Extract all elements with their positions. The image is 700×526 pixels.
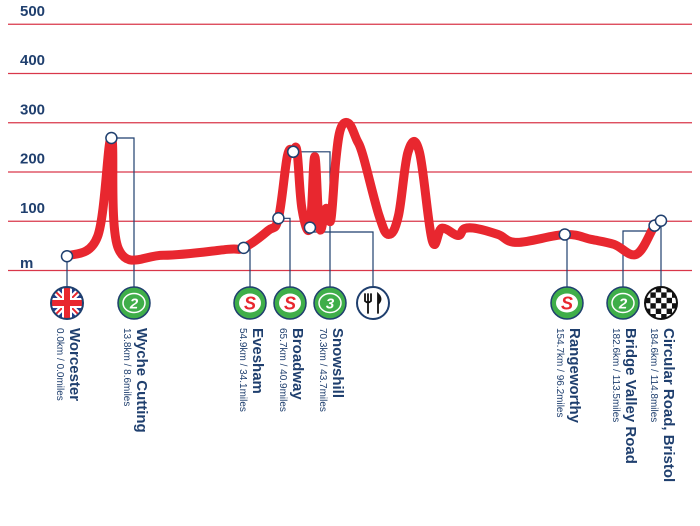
category-2-climb-icon: 2 (117, 286, 151, 320)
location-distance: 154.7km / 96.2miles (554, 328, 565, 418)
svg-text:3: 3 (326, 296, 335, 313)
y-axis-ticks: 500 400 300 200 100 (20, 3, 45, 217)
connector-broadway (278, 217, 291, 287)
svg-text:2: 2 (129, 296, 139, 313)
svg-text:2: 2 (618, 296, 628, 313)
finish-flag-icon (644, 286, 678, 320)
location-name: Wyche Cutting (133, 328, 150, 433)
location-distance: 70.3km / 43.7miles (317, 328, 328, 412)
location-distance: 54.9km / 34.1miles (237, 328, 248, 412)
location-marker-evesham (237, 241, 250, 255)
location-marker-snowshill (286, 145, 300, 159)
location-name: Bridge Valley Road (622, 328, 639, 464)
svg-text:S: S (244, 294, 256, 314)
location-name: Evesham (249, 328, 266, 394)
location-marker-wyche-cutting (105, 131, 118, 145)
location-distance: 0.0km / 0.0miles (54, 328, 65, 401)
connector-wyche-cutting (111, 137, 135, 287)
location-distance: 13.8km / 8.6miles (121, 328, 132, 406)
location-marker-rangeworthy (558, 228, 572, 241)
location-distance: 184.6km / 114.8miles (648, 328, 659, 422)
location-name: Circular Road, Bristol (660, 328, 677, 482)
location-marker-broadway (272, 212, 285, 225)
y-tick-label-100: 100 (20, 200, 45, 217)
y-tick-label-200: 200 (20, 151, 45, 168)
elevation-profile-line (62, 117, 666, 265)
location-name: Worcester (66, 328, 83, 401)
svg-text:S: S (561, 294, 573, 314)
connector-snowshill (293, 151, 331, 287)
category-3-climb-icon: 3 (313, 286, 347, 320)
location-name: Rangeworthy (566, 328, 583, 424)
sprint-icon: S (233, 286, 267, 320)
location-distance: 65.7km / 40.9miles (277, 328, 288, 412)
union-jack-flag-icon (50, 286, 84, 320)
connector-rangeworthy (564, 233, 568, 287)
sprint-icon: S (273, 286, 307, 320)
feed-zone-fork-knife-icon (356, 286, 390, 320)
category-2-climb-icon: 2 (606, 286, 640, 320)
location-distance: 182.6km / 113.5miles (610, 328, 621, 422)
sprint-icon: S (550, 286, 584, 320)
location-name: Snowshill (329, 328, 346, 398)
svg-text:S: S (284, 294, 296, 314)
y-tick-label-500: 500 (20, 3, 45, 20)
connector-feed-zone (309, 227, 374, 287)
location-name: Broadway (289, 328, 306, 400)
y-axis-unit-label: m (20, 255, 33, 272)
location-marker-feed-zone (303, 221, 317, 234)
location-marker-worcester (60, 249, 74, 263)
location-icons: 2 S S 3 S 2 (50, 286, 678, 320)
location-marker-circular-road-bristol (654, 214, 668, 227)
y-tick-label-400: 400 (20, 52, 45, 69)
location-markers (60, 131, 668, 263)
y-tick-label-300: 300 (20, 101, 45, 118)
